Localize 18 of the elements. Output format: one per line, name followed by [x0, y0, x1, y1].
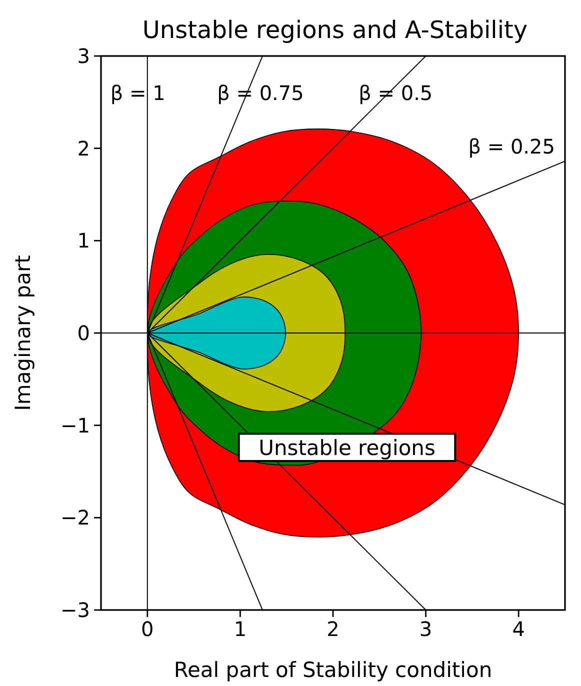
x-tick-label: 4 [512, 617, 525, 641]
y-tick-label: 0 [77, 321, 90, 345]
y-tick-label: −3 [60, 598, 90, 622]
y-tick-label: 2 [77, 136, 90, 160]
chart-title: Unstable regions and A-Stability [142, 16, 528, 44]
x-tick-label: 1 [234, 617, 247, 641]
x-tick-label: 2 [326, 617, 340, 641]
annotation: β = 1 [110, 80, 166, 105]
y-tick-label: 3 [77, 44, 90, 68]
y-tick-label: −1 [60, 413, 90, 438]
y-axis-title: Imaginary part [11, 255, 35, 411]
x-tick-label: 3 [419, 617, 432, 641]
annotation: Unstable regions [258, 436, 436, 460]
x-tick-label: 0 [141, 617, 154, 641]
y-tick-label: 1 [77, 228, 90, 253]
series-label: β = 0.25 [468, 134, 555, 158]
x-axis-title: Real part of Stability condition [174, 658, 492, 682]
y-tick-label: −2 [60, 506, 90, 530]
